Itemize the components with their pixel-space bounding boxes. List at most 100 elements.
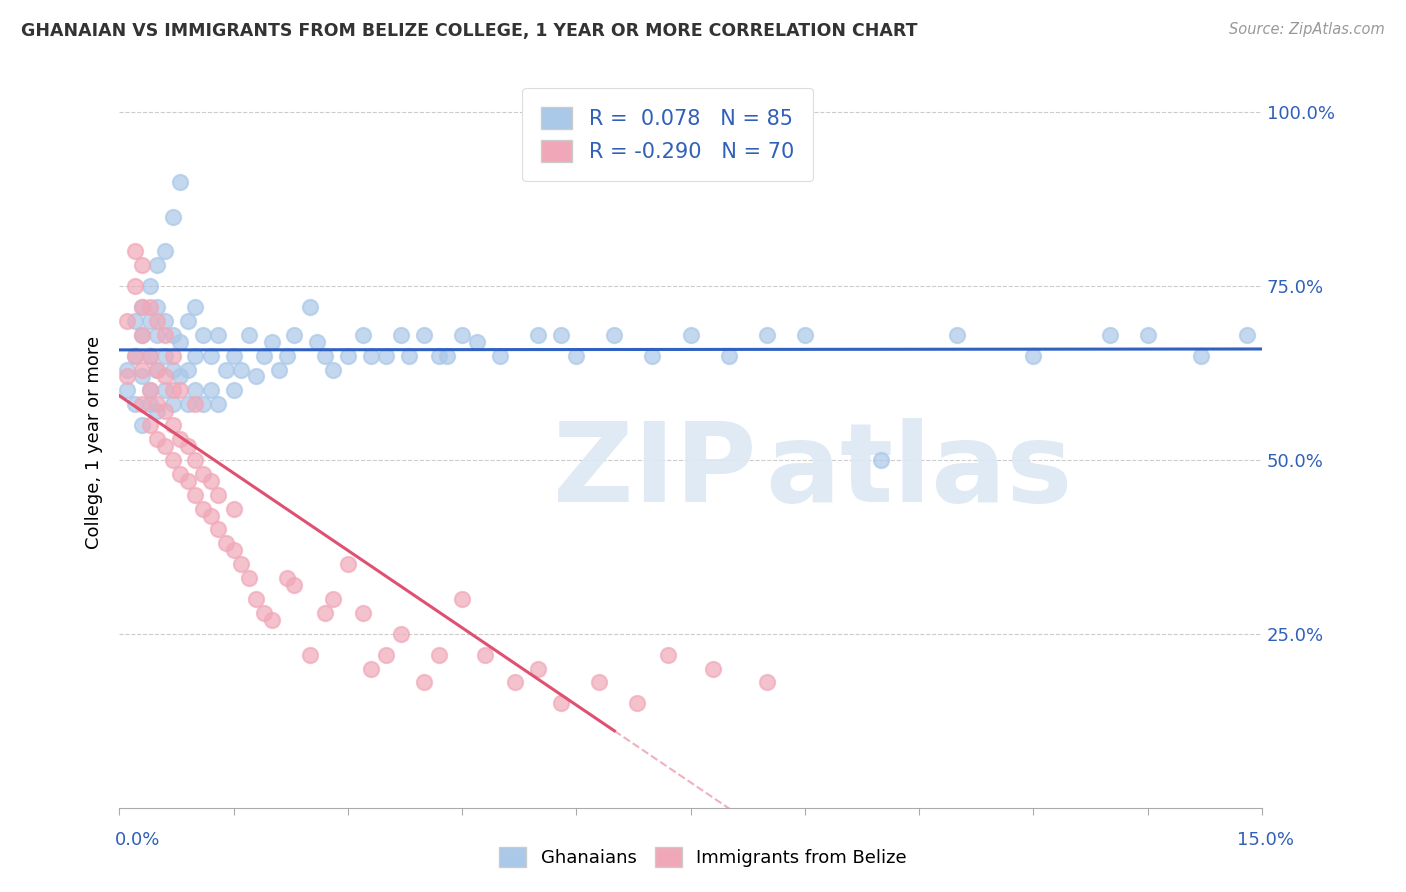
Point — [717, 349, 740, 363]
Point — [245, 369, 267, 384]
Point — [153, 314, 176, 328]
Point — [231, 362, 253, 376]
Point — [253, 606, 276, 620]
Point — [1098, 327, 1121, 342]
Point — [307, 334, 329, 349]
Point — [184, 397, 207, 411]
Point — [603, 327, 626, 342]
Point — [177, 397, 200, 411]
Point — [322, 362, 344, 376]
Point — [169, 175, 191, 189]
Point — [260, 334, 283, 349]
Point — [169, 369, 191, 384]
Point — [755, 675, 778, 690]
Point — [276, 571, 298, 585]
Point — [191, 467, 214, 481]
Point — [314, 606, 336, 620]
Text: atlas: atlas — [765, 418, 1073, 525]
Point — [550, 696, 572, 710]
Point — [115, 384, 138, 398]
Point — [162, 418, 184, 433]
Point — [238, 571, 260, 585]
Point — [245, 592, 267, 607]
Point — [222, 543, 245, 558]
Point — [260, 613, 283, 627]
Point — [139, 384, 162, 398]
Point — [153, 384, 176, 398]
Point — [231, 558, 253, 572]
Point — [131, 258, 153, 272]
Point — [413, 675, 436, 690]
Point — [283, 578, 305, 592]
Point — [215, 362, 238, 376]
Point — [641, 349, 664, 363]
Point — [153, 244, 176, 259]
Point — [153, 439, 176, 453]
Point — [146, 258, 169, 272]
Point — [702, 661, 724, 675]
Point — [115, 369, 138, 384]
Point — [131, 362, 153, 376]
Point — [755, 327, 778, 342]
Point — [200, 384, 222, 398]
Point — [276, 349, 298, 363]
Point — [146, 397, 169, 411]
Point — [222, 384, 245, 398]
Point — [626, 696, 648, 710]
Point — [184, 349, 207, 363]
Point — [238, 327, 260, 342]
Point — [200, 474, 222, 488]
Point — [169, 467, 191, 481]
Point — [139, 314, 162, 328]
Point — [162, 453, 184, 467]
Point — [427, 648, 450, 662]
Point — [131, 327, 153, 342]
Point — [162, 349, 184, 363]
Point — [527, 661, 550, 675]
Point — [124, 397, 146, 411]
Point — [253, 349, 276, 363]
Point — [146, 300, 169, 314]
Point — [207, 488, 229, 502]
Point — [177, 362, 200, 376]
Point — [374, 349, 396, 363]
Point — [177, 439, 200, 453]
Point — [465, 334, 488, 349]
Point — [115, 362, 138, 376]
Point — [200, 349, 222, 363]
Point — [146, 432, 169, 446]
Point — [1022, 349, 1045, 363]
Point — [131, 300, 153, 314]
Point — [191, 397, 214, 411]
Point — [131, 418, 153, 433]
Point — [207, 523, 229, 537]
Point — [1189, 349, 1212, 363]
Point — [505, 675, 527, 690]
Point — [427, 349, 450, 363]
Point — [162, 397, 184, 411]
Point — [451, 592, 474, 607]
Point — [191, 327, 214, 342]
Text: Source: ZipAtlas.com: Source: ZipAtlas.com — [1229, 22, 1385, 37]
Point — [207, 327, 229, 342]
Point — [184, 453, 207, 467]
Point — [184, 488, 207, 502]
Point — [153, 327, 176, 342]
Point — [177, 474, 200, 488]
Point — [153, 349, 176, 363]
Point — [527, 327, 550, 342]
Point — [451, 327, 474, 342]
Point — [657, 648, 679, 662]
Point — [177, 314, 200, 328]
Point — [793, 327, 815, 342]
Point — [269, 362, 291, 376]
Point — [124, 349, 146, 363]
Point — [870, 453, 893, 467]
Point — [398, 349, 420, 363]
Point — [153, 369, 176, 384]
Point — [413, 327, 436, 342]
Point — [322, 592, 344, 607]
Y-axis label: College, 1 year or more: College, 1 year or more — [86, 336, 103, 549]
Point — [139, 397, 162, 411]
Point — [139, 349, 162, 363]
